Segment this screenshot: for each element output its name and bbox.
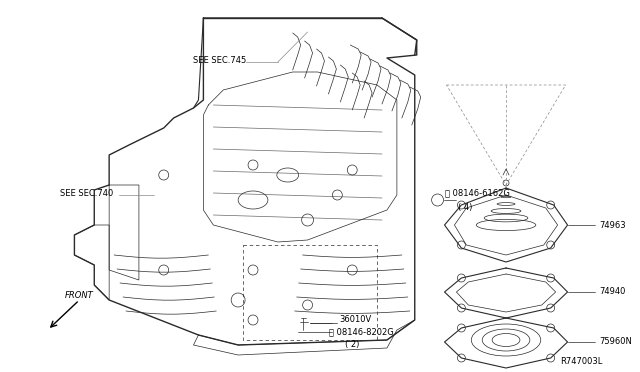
Text: SEE SEC.740: SEE SEC.740 bbox=[60, 189, 113, 198]
Text: SEE SEC.745: SEE SEC.745 bbox=[193, 55, 247, 64]
Text: ( 2): ( 2) bbox=[346, 340, 360, 350]
Text: 74963: 74963 bbox=[599, 221, 626, 230]
Text: 75960N: 75960N bbox=[599, 337, 632, 346]
Text: ( 4): ( 4) bbox=[458, 202, 473, 212]
Text: Ⓑ 08146-6162G: Ⓑ 08146-6162G bbox=[445, 189, 509, 198]
Text: 36010V: 36010V bbox=[339, 315, 372, 324]
Text: 74940: 74940 bbox=[599, 288, 626, 296]
Text: R747003L: R747003L bbox=[561, 357, 603, 366]
Text: Ⓑ 08146-8202G: Ⓑ 08146-8202G bbox=[330, 327, 394, 337]
Text: FRONT: FRONT bbox=[65, 291, 93, 299]
